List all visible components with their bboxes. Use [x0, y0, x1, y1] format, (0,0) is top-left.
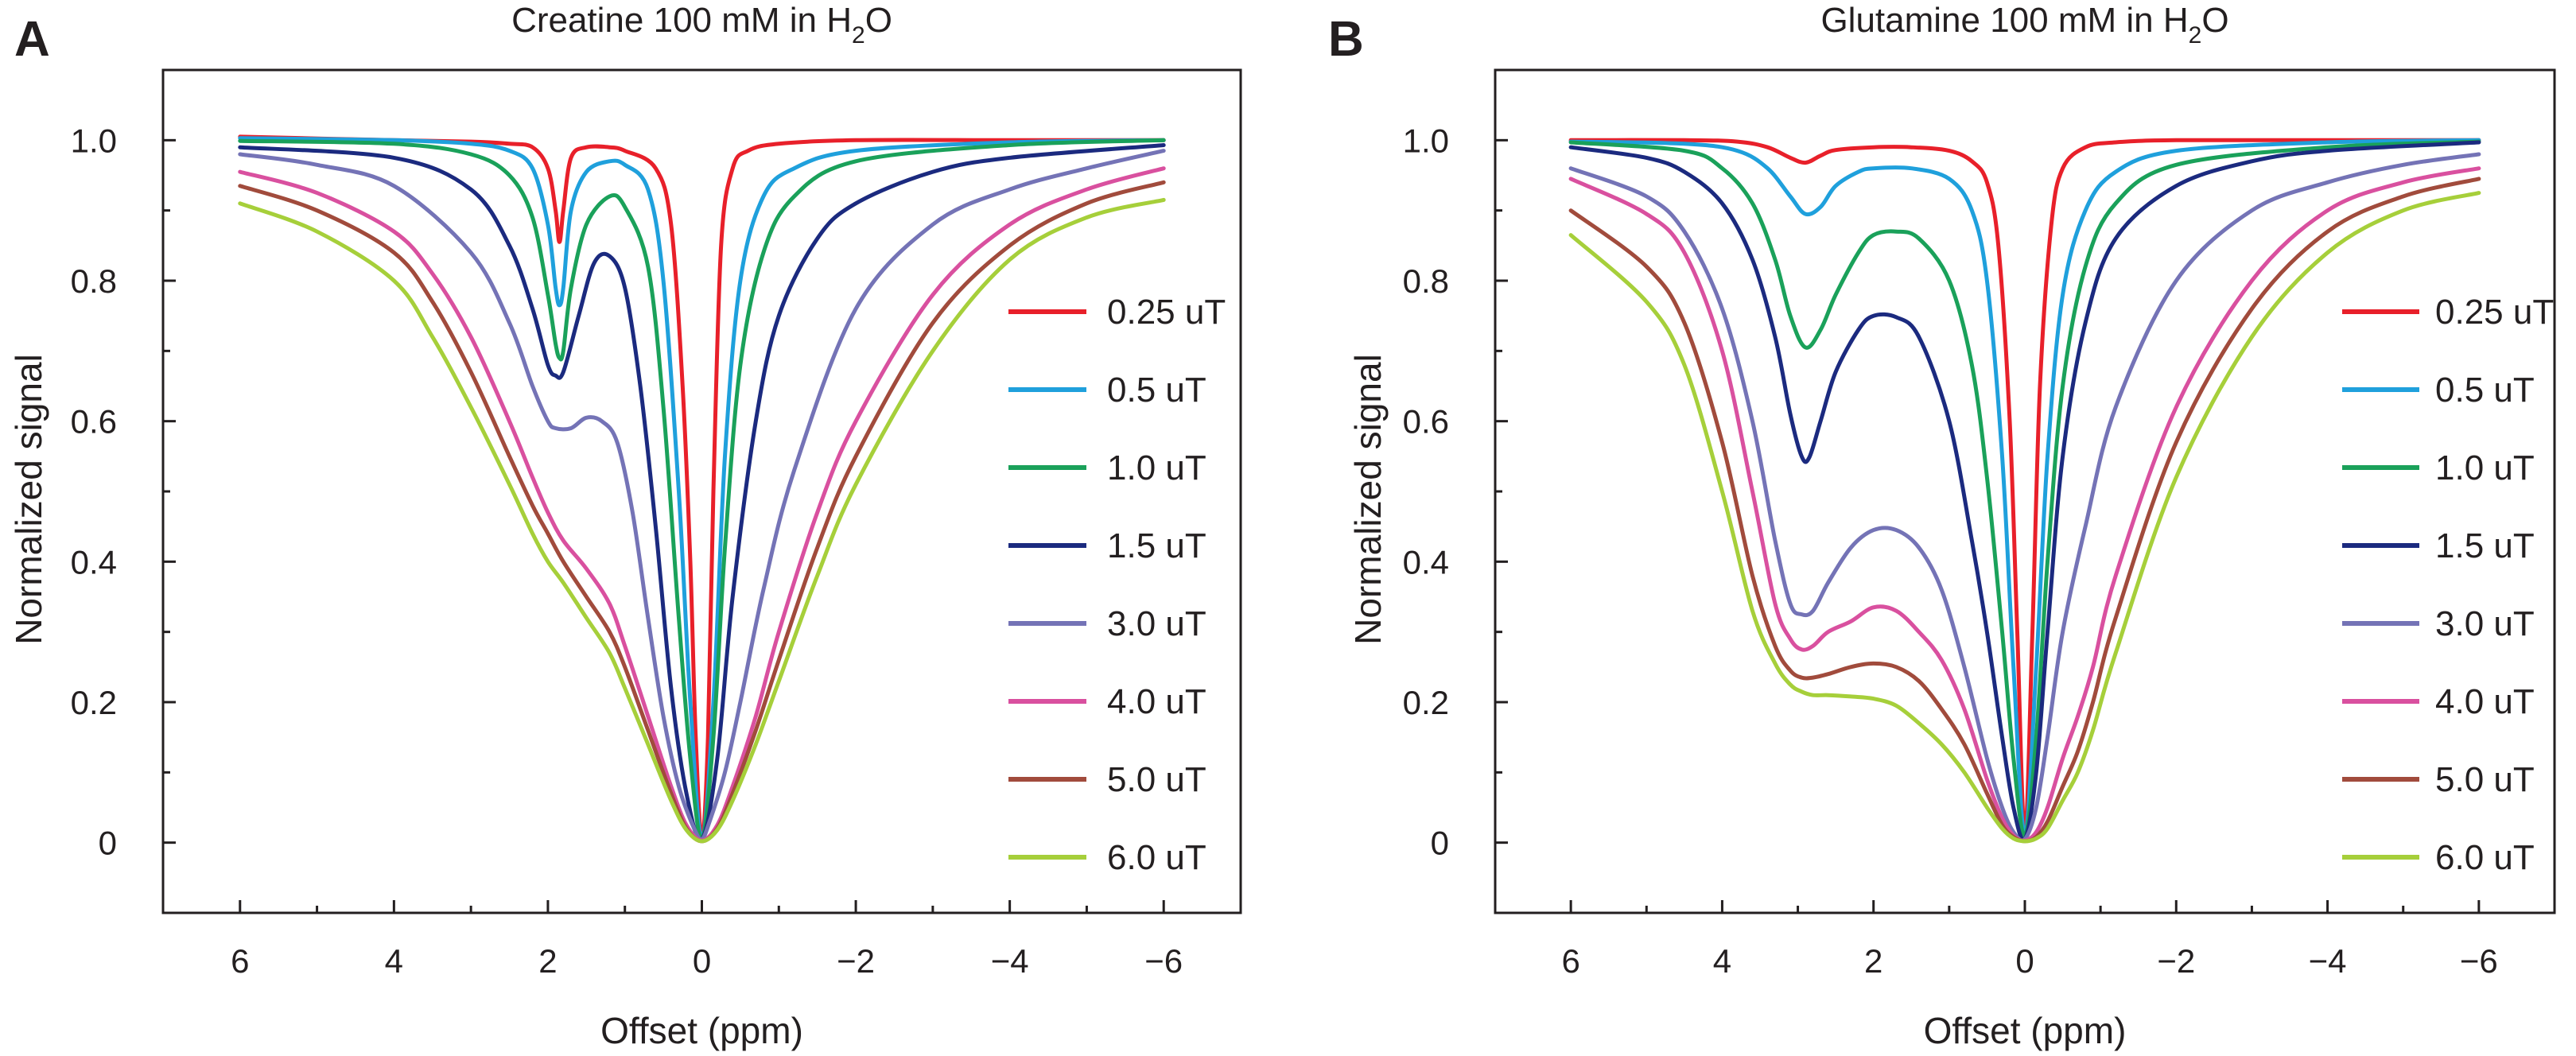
series-line-1-5-ut	[238, 143, 1166, 842]
x-tick-label: 4	[1713, 942, 1731, 980]
legend-label: 0.5 uT	[2435, 371, 2535, 410]
legend-label: 6.0 uT	[1107, 838, 1206, 877]
legend-label: 0.5 uT	[1107, 371, 1206, 410]
panel-label: A	[14, 12, 50, 67]
plot-frame	[1494, 68, 2556, 914]
legend-label: 3.0 uT	[1107, 604, 1206, 643]
legend-label: 1.0 uT	[1107, 448, 1206, 487]
y-tick-label: 0.4	[1403, 543, 1449, 580]
legend-label: 1.0 uT	[2435, 448, 2535, 487]
chart-title: Creatine 100 mM in H2O	[511, 1, 892, 49]
legend-label: 4.0 uT	[2435, 682, 2535, 721]
chart-title-subscript: 2	[2189, 22, 2202, 49]
series-line-0-5-ut	[238, 136, 1166, 841]
y-tick-label: 0	[99, 825, 117, 862]
chart-title-subscript: 2	[852, 22, 865, 49]
x-tick-label: −2	[837, 942, 875, 980]
series-line-3-0-ut	[1568, 152, 2481, 843]
y-tick-label: 1.0	[1403, 122, 1449, 159]
x-tick-label: 0	[693, 942, 711, 980]
y-tick-label: 0	[1431, 825, 1449, 862]
y-tick-label: 1.0	[71, 122, 117, 159]
legend-label: 1.5 uT	[2435, 526, 2535, 565]
series-line-6-0-ut	[238, 197, 1166, 844]
x-tick-label: −2	[2157, 942, 2195, 980]
chart-title-main: Glutamine 100 mM in H	[1820, 1, 2188, 40]
series-line-0-25-ut	[1568, 138, 2481, 838]
x-tick-label: −6	[2460, 942, 2498, 980]
x-tick-label: −6	[1144, 942, 1183, 980]
series-line-3-0-ut	[238, 149, 1166, 842]
y-tick-label: 0.2	[71, 684, 117, 721]
y-tick-label: 0.4	[71, 543, 117, 580]
panel-label: B	[1328, 12, 1364, 67]
x-tick-label: 2	[1864, 942, 1882, 980]
series-line-1-0-ut	[1568, 139, 2481, 838]
y-tick-label: 0.8	[1403, 262, 1449, 300]
series-line-1-5-ut	[1568, 140, 2481, 843]
chart-title-end: O	[865, 1, 892, 40]
y-tick-label: 0.2	[1403, 684, 1449, 721]
y-tick-label: 0.6	[71, 403, 117, 441]
legend-label: 4.0 uT	[1107, 682, 1206, 721]
x-tick-label: 4	[385, 942, 403, 980]
series-line-4-0-ut	[1568, 166, 2481, 843]
x-tick-label: −4	[991, 942, 1029, 980]
chart-title-main: Creatine 100 mM in H	[511, 1, 852, 40]
legend-label: 1.5 uT	[1107, 526, 1206, 565]
panel-b: B Glutamine 100 mM in H2O00.20.40.60.81.0…	[1328, 1, 2556, 1051]
series-line-1-0-ut	[238, 138, 1166, 841]
legend-label: 5.0 uT	[2435, 760, 2535, 799]
panel-a: A Creatine 100 mM in H2O00.20.40.60.81.06…	[8, 1, 1242, 1051]
x-axis-label: Offset (ppm)	[1924, 1010, 2127, 1051]
series-line-0-25-ut	[238, 134, 1166, 841]
legend-label: 0.25 uT	[1107, 293, 1226, 332]
x-axis-label: Offset (ppm)	[600, 1010, 803, 1051]
y-tick-label: 0.8	[71, 262, 117, 300]
chart-title: Glutamine 100 mM in H2O	[1820, 1, 2228, 49]
series-line-5-0-ut	[1568, 177, 2481, 844]
series-line-0-5-ut	[1568, 138, 2481, 838]
x-tick-label: 6	[1561, 942, 1579, 980]
legend-label: 0.25 uT	[2435, 293, 2554, 332]
y-axis-label: Normalized signal	[1347, 354, 1389, 645]
x-tick-label: 2	[538, 942, 557, 980]
y-tick-label: 0.6	[1403, 403, 1449, 441]
x-tick-label: −4	[2309, 942, 2347, 980]
series-line-5-0-ut	[238, 180, 1166, 844]
y-axis-label: Normalized signal	[8, 354, 49, 645]
chart-title-end: O	[2201, 1, 2228, 40]
series-line-4-0-ut	[238, 166, 1166, 843]
x-tick-label: 0	[2015, 942, 2034, 980]
legend-label: 5.0 uT	[1107, 760, 1206, 799]
legend-label: 3.0 uT	[2435, 604, 2535, 643]
legend-label: 6.0 uT	[2435, 838, 2535, 877]
series-line-6-0-ut	[1568, 191, 2481, 844]
x-tick-label: 6	[231, 942, 249, 980]
